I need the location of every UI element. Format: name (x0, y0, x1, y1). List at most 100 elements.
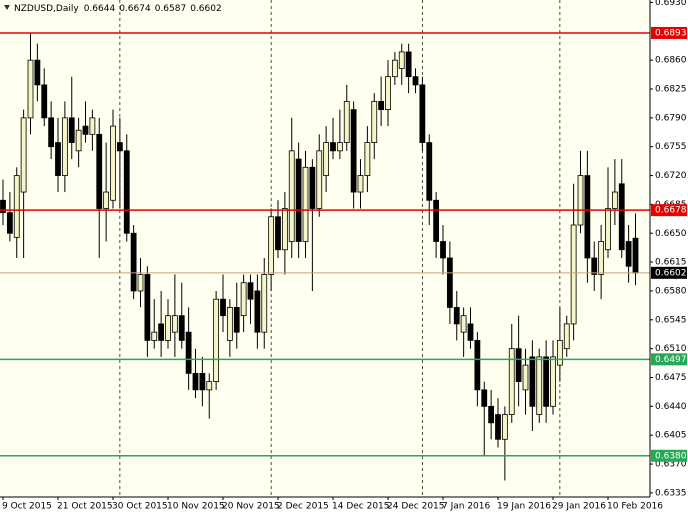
y-tick-label: 0.6615 (655, 258, 687, 268)
candle-body (391, 59, 398, 78)
candle-body (591, 257, 598, 275)
candle-body (577, 175, 584, 226)
candle-body (440, 241, 446, 259)
candle-body (178, 315, 185, 341)
candle-body (419, 84, 426, 143)
candle-body (110, 125, 116, 201)
candle-body (20, 117, 27, 193)
y-tick-label: 0.6510 (655, 344, 687, 354)
y-tick-label: 0.6405 (655, 431, 687, 441)
y-tick-label: 0.6790 (655, 113, 687, 123)
candle-body (151, 331, 158, 341)
candle-body (412, 76, 419, 86)
candle-body (103, 191, 110, 209)
candle-body (433, 199, 440, 242)
candle-body (529, 356, 536, 407)
candle-body (316, 150, 323, 209)
candle-body (522, 364, 529, 391)
candle-body (405, 51, 412, 78)
candle-body (199, 372, 206, 391)
candle-body (158, 323, 165, 341)
candle-body (34, 59, 41, 86)
candle-body (123, 150, 130, 234)
candle-body (605, 208, 611, 251)
y-tick-label: 0.6370 (655, 460, 687, 470)
candle-body (295, 158, 302, 242)
y-tick-label: 0.6335 (655, 488, 687, 498)
candle-body (275, 216, 281, 251)
candle-body (281, 208, 288, 251)
candle-body (426, 142, 433, 201)
candle-body (508, 348, 515, 415)
candle-body (467, 323, 474, 341)
candle-body (330, 142, 336, 152)
y-tick-label: 0.6545 (655, 315, 687, 325)
candle-body (474, 339, 481, 391)
y-tick-label: 0.6475 (655, 373, 687, 383)
candle-body (137, 274, 144, 292)
x-tick-label: 24 Dec 2015 (387, 502, 445, 512)
x-tick-label: 21 Oct 2015 (57, 502, 113, 512)
level-label-box (651, 266, 687, 279)
candle-body (226, 307, 233, 341)
candle-body (61, 117, 68, 176)
candle-body (89, 117, 96, 135)
candle-body (460, 315, 467, 333)
candle-body (302, 166, 309, 242)
candle-body (192, 372, 199, 391)
candle-body (288, 150, 295, 242)
candle-body (48, 117, 55, 148)
x-tick-label: 29 Jan 2016 (552, 502, 606, 512)
level-label: 0.6678 (655, 206, 687, 216)
y-tick-label: 0.6580 (655, 286, 687, 296)
header-close: 0.6602 (190, 4, 222, 14)
candle-body (398, 51, 405, 69)
candle-body (0, 199, 6, 214)
candle-body (536, 356, 543, 415)
header-high: 0.6674 (119, 4, 151, 14)
candle-body (96, 133, 103, 209)
candle-body (481, 389, 488, 407)
y-tick-label: 0.6650 (655, 229, 687, 239)
candle-body (357, 175, 364, 193)
header-icon (4, 5, 10, 10)
y-tick-label: 0.6720 (655, 171, 687, 181)
x-tick-label: 20 Nov 2015 (222, 502, 280, 512)
candle-body (233, 307, 240, 333)
candle-body (501, 414, 508, 440)
candle-body (618, 183, 625, 251)
candle-body (550, 356, 556, 407)
candle-body (206, 381, 213, 391)
candle-body (75, 129, 82, 152)
x-tick-label: 30 Oct 2015 (112, 502, 168, 512)
candle-body (350, 109, 357, 193)
candle-body (144, 274, 151, 341)
header-low: 0.6587 (155, 4, 187, 14)
candle-body (116, 142, 123, 152)
candle-body (515, 348, 522, 383)
header-open: 0.6644 (84, 4, 116, 14)
candle-body (268, 216, 275, 275)
candle-body (584, 175, 591, 259)
level-label: 0.6893 (655, 28, 687, 38)
candle-body (247, 282, 254, 300)
x-tick-label: 9 Oct 2015 (2, 502, 52, 512)
candle-body (598, 241, 605, 275)
candle-body (130, 232, 137, 292)
candle-body (570, 224, 577, 325)
candle-body (261, 274, 268, 333)
candle-body (171, 315, 178, 333)
y-tick-label: 0.6440 (655, 402, 687, 412)
candle-body (336, 142, 343, 152)
candle-body (220, 298, 226, 317)
plot-area (0, 0, 650, 497)
candle-body (165, 315, 171, 341)
candle-body (13, 175, 20, 238)
level-label-box (651, 26, 687, 39)
candle-body (495, 414, 501, 440)
candle-body (6, 212, 13, 234)
x-tick-label: 2 Dec 2015 (277, 502, 329, 512)
x-tick-label: 10 Feb 2016 (607, 502, 663, 512)
x-tick-label: 7 Jan 2016 (442, 502, 490, 512)
